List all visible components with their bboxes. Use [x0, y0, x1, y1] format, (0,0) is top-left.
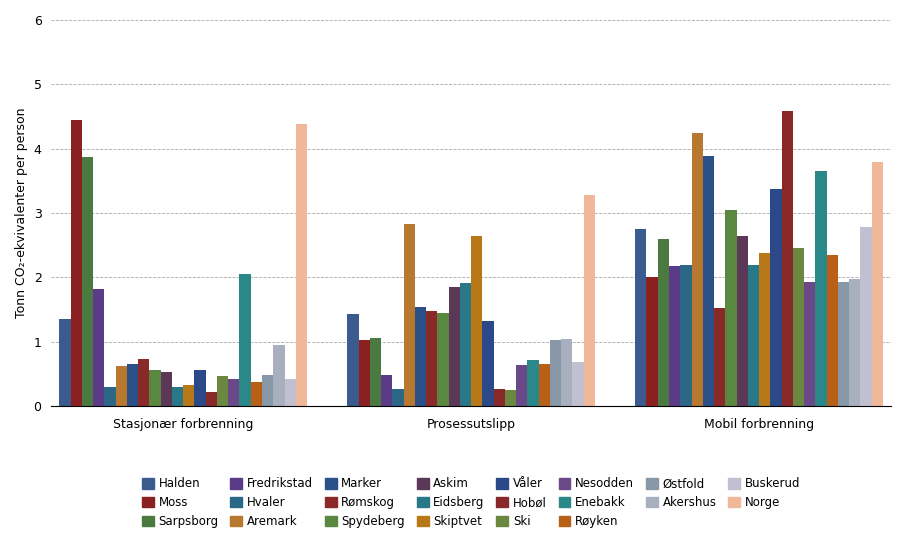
Bar [826, 255, 838, 406]
Y-axis label: Tonn CO₂-ekvivalenter per person: Tonn CO₂-ekvivalenter per person [15, 108, 28, 319]
Bar [274, 345, 284, 406]
Bar [82, 157, 93, 406]
Bar [838, 282, 849, 406]
Bar [482, 321, 494, 406]
Legend: Halden, Moss, Sarpsborg, Fredrikstad, Hvaler, Aremark, Marker, Rømskog, Spydeber: Halden, Moss, Sarpsborg, Fredrikstad, Hv… [139, 474, 804, 531]
Bar [93, 289, 104, 406]
Bar [149, 370, 160, 406]
Bar [239, 274, 251, 406]
Bar [726, 211, 737, 406]
Bar [770, 189, 782, 406]
Bar [460, 283, 471, 406]
Bar [471, 236, 482, 406]
Bar [359, 340, 370, 406]
Bar [251, 382, 262, 406]
Bar [561, 338, 573, 406]
Bar [782, 111, 793, 406]
Bar [805, 282, 815, 406]
Bar [550, 341, 561, 406]
Bar [737, 236, 747, 406]
Bar [262, 374, 274, 406]
Bar [793, 248, 805, 406]
Bar [669, 266, 680, 406]
Bar [71, 120, 82, 406]
Bar [516, 365, 527, 406]
Bar [505, 390, 516, 406]
Bar [228, 379, 239, 406]
Bar [714, 308, 726, 406]
Bar [573, 362, 583, 406]
Bar [861, 227, 872, 406]
Bar [195, 370, 206, 406]
Bar [116, 366, 127, 406]
Bar [284, 379, 295, 406]
Bar [59, 319, 71, 406]
Bar [703, 156, 714, 406]
Bar [172, 387, 183, 406]
Bar [160, 372, 172, 406]
Bar [381, 374, 392, 406]
Bar [138, 359, 149, 406]
Bar [759, 253, 770, 406]
Bar [448, 287, 460, 406]
Bar [849, 279, 861, 406]
Bar [527, 360, 539, 406]
Bar [183, 385, 195, 406]
Bar [691, 133, 703, 406]
Bar [583, 195, 595, 406]
Bar [415, 307, 426, 406]
Bar [127, 364, 138, 406]
Bar [815, 170, 826, 406]
Bar [347, 314, 359, 406]
Bar [217, 376, 228, 406]
Bar [680, 264, 691, 406]
Bar [539, 364, 550, 406]
Bar [426, 311, 438, 406]
Bar [104, 388, 116, 406]
Bar [747, 264, 759, 406]
Bar [206, 392, 217, 406]
Bar [392, 389, 403, 406]
Bar [438, 313, 448, 406]
Bar [295, 124, 307, 406]
Bar [370, 338, 381, 406]
Bar [403, 224, 415, 406]
Bar [872, 162, 883, 406]
Bar [647, 278, 658, 406]
Bar [658, 239, 669, 406]
Bar [635, 229, 647, 406]
Bar [494, 389, 505, 406]
